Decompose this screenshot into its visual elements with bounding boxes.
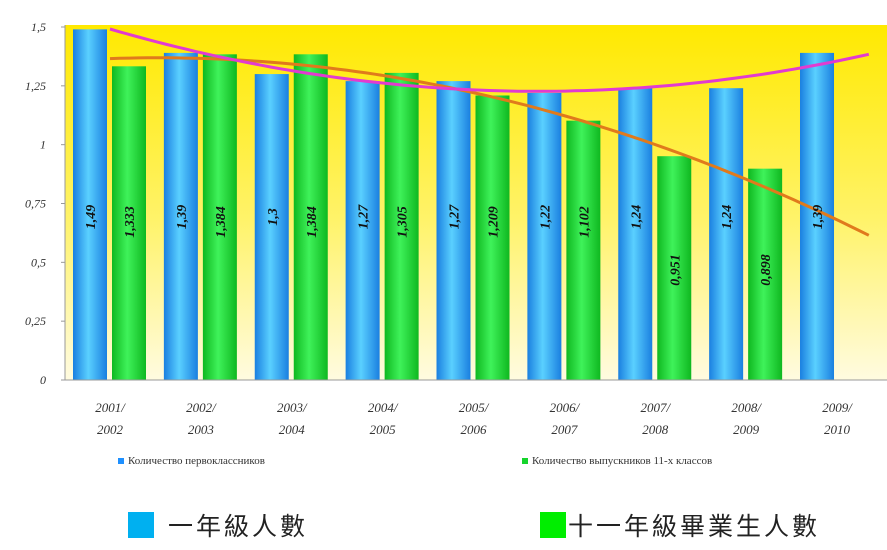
y-tick-label: 0,75	[25, 197, 46, 211]
bar-graduates	[384, 72, 419, 380]
bar-graduates	[202, 54, 237, 380]
x-tick-label: 2007	[551, 422, 578, 437]
x-tick-label: 2006	[461, 422, 488, 437]
x-tick-label: 2005/	[459, 400, 490, 415]
bar-first-graders	[709, 88, 744, 380]
bar-data-label: 1,39	[175, 205, 190, 230]
bar-data-label: 1,333	[123, 206, 138, 238]
bar-data-label: 1,305	[396, 206, 411, 238]
bottom-legend-item-1: 一年級人數	[128, 510, 309, 541]
bar-data-label: 0,898	[759, 254, 774, 286]
bar-data-label: 1,384	[305, 206, 320, 238]
x-tick-label: 2003/	[277, 400, 308, 415]
legend-label: Количество первоклассников	[128, 455, 265, 467]
data-labels: 1,49 1,39 1,3 1,27 1,27 1,22 1,24 1,24 1,39 1,333…	[84, 204, 826, 286]
bar-first-graders	[436, 81, 471, 381]
bar-first-graders	[527, 92, 562, 380]
bar-first-graders	[345, 81, 380, 381]
bar-graduates	[475, 95, 510, 381]
x-tick-label: 2007/	[640, 400, 671, 415]
bar-first-graders	[254, 74, 289, 381]
bar-graduates	[293, 54, 328, 380]
x-tick-label: 2006/	[550, 400, 581, 415]
bar-graduates	[657, 156, 692, 380]
y-tick-label: 0,5	[31, 255, 46, 269]
bar-data-label: 1,27	[357, 204, 372, 230]
bars	[73, 29, 835, 381]
bar-data-label: 1,22	[538, 205, 553, 230]
bar-data-label: 1,102	[577, 206, 592, 238]
bar-data-label: 1,24	[629, 205, 644, 230]
x-tick-label: 2002/	[186, 400, 217, 415]
bar-data-label: 1,209	[487, 206, 502, 238]
bar-data-label: 1,3	[266, 208, 281, 226]
bar-data-label: 0,951	[668, 254, 683, 286]
chart-legend: Количество первоклассников Количество вып…	[118, 455, 712, 467]
legend-label-eleventh-grade: 十一年級畢業生人數	[568, 512, 821, 541]
x-tick-label: 2009	[733, 422, 760, 437]
bar-data-label: 1,384	[214, 206, 229, 238]
legend-swatch-green	[540, 512, 566, 538]
bar-first-graders	[618, 88, 653, 380]
trend-lines	[109, 27, 870, 237]
x-tick-label: 2010	[824, 422, 851, 437]
x-tick-label: 2004/	[368, 400, 399, 415]
x-tick-label: 2005	[370, 422, 397, 437]
x-tick-label: 2001/	[95, 400, 126, 415]
y-tick-label: 1	[40, 138, 46, 152]
legend-swatch-cyan	[128, 512, 154, 538]
y-tick-label: 1,25	[25, 79, 46, 93]
bar-graduates	[566, 120, 601, 381]
x-tick-label: 2002	[97, 422, 124, 437]
y-tick-label: 1,5	[31, 20, 46, 34]
bar-data-label: 1,24	[720, 205, 735, 230]
bar-graduates	[748, 168, 783, 380]
legend-label-first-grade: 一年級人數	[168, 512, 309, 541]
y-axis: 0 0,25 0,5 0,75 1 1,25 1,5	[25, 20, 66, 387]
x-tick-label: 2004	[279, 422, 306, 437]
legend-swatch	[118, 458, 124, 464]
x-tick-label: 2008/	[731, 400, 762, 415]
legend-label: Количество выпускников 11-х классов	[532, 455, 712, 467]
x-axis: 2001/2002 2002/2003 2003/2004 2004/2005 2005…	[65, 379, 887, 437]
legend-swatch	[522, 458, 528, 464]
x-tick-label: 2003	[188, 422, 215, 437]
x-tick-label: 2008	[642, 422, 669, 437]
bar-data-label: 1,27	[448, 204, 463, 230]
bar-first-graders	[73, 29, 107, 380]
bottom-legend-item-2: 十一年級畢業生人數	[540, 510, 821, 541]
y-tick-label: 0,25	[25, 314, 46, 328]
bar-graduates	[112, 66, 146, 381]
y-tick-label: 0	[40, 373, 46, 387]
bar-first-graders	[163, 52, 198, 381]
bar-data-label: 1,49	[84, 205, 99, 230]
bar-data-label: 1,39	[811, 205, 826, 230]
x-tick-label: 2009/	[822, 400, 853, 415]
trendline-first-graders	[109, 27, 870, 93]
